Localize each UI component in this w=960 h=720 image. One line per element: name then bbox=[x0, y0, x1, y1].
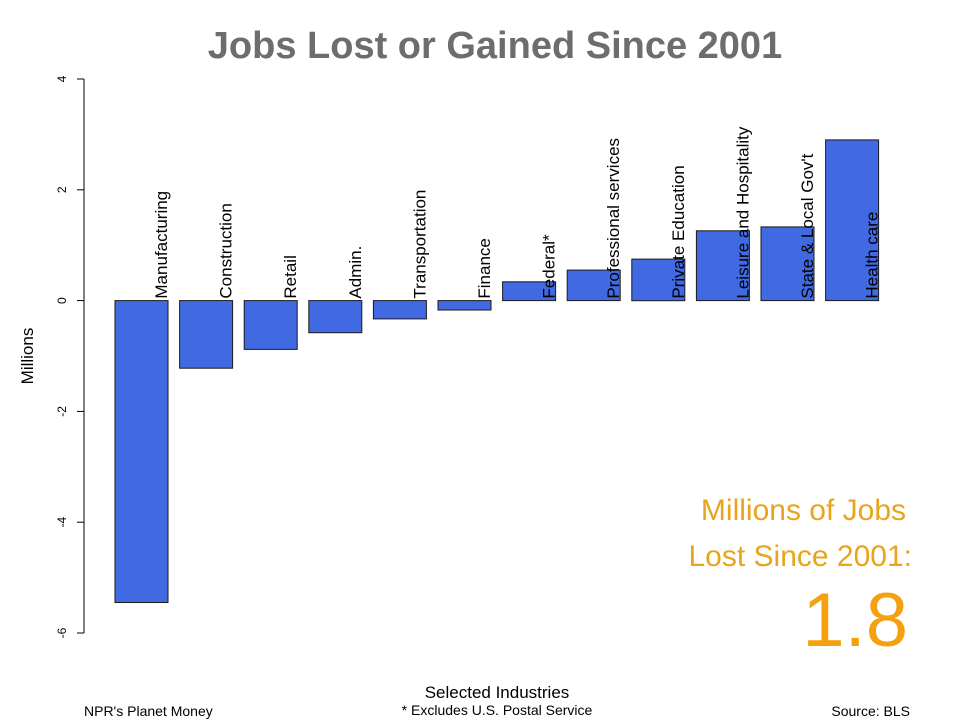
category-label: Construction bbox=[217, 203, 236, 298]
footer-source: Source: BLS bbox=[831, 703, 910, 719]
category-label: State & Local Gov't bbox=[798, 153, 817, 298]
category-label: Admin. bbox=[346, 246, 365, 299]
bar bbox=[437, 300, 492, 311]
y-tick-label: 0 bbox=[55, 297, 69, 304]
y-axis-title: Millions bbox=[18, 328, 37, 385]
y-axis: 4 2 0 -2 -4 -6 bbox=[55, 75, 85, 638]
bar bbox=[760, 226, 815, 302]
callout-line-2: Lost Since 2001: bbox=[689, 540, 913, 573]
footer-credit: NPR's Planet Money bbox=[84, 703, 213, 719]
x-axis-title: Selected Industries bbox=[425, 683, 570, 702]
category-label: Private Education bbox=[669, 165, 688, 298]
category-label: Leisure and Hospitality bbox=[733, 126, 752, 298]
bar bbox=[566, 269, 621, 302]
bar bbox=[825, 139, 880, 302]
category-label: Federal* bbox=[540, 234, 559, 299]
callout-value: 1.8 bbox=[802, 578, 908, 663]
category-label: Manufacturing bbox=[152, 191, 171, 299]
bar bbox=[114, 300, 169, 603]
y-tick-label: -4 bbox=[55, 517, 69, 528]
y-tick-label: -2 bbox=[55, 406, 69, 417]
callout-line-1: Millions of Jobs bbox=[701, 494, 906, 527]
bar bbox=[631, 258, 686, 302]
bar bbox=[502, 281, 557, 302]
bar bbox=[695, 230, 750, 302]
bar bbox=[243, 300, 298, 350]
bars-group bbox=[114, 139, 880, 603]
category-label: Transportation bbox=[410, 190, 429, 299]
bar bbox=[372, 300, 427, 320]
category-label: Finance bbox=[475, 238, 494, 298]
y-tick-label: 2 bbox=[55, 186, 69, 193]
category-labels-group: Manufacturing Construction Retail Admin. Tra… bbox=[152, 126, 882, 298]
bar bbox=[308, 300, 363, 334]
category-label: Retail bbox=[281, 255, 300, 298]
y-tick-label: -6 bbox=[55, 627, 69, 638]
category-label: Health care bbox=[863, 212, 882, 299]
footer-note: * Excludes U.S. Postal Service bbox=[402, 702, 593, 718]
chart-title: Jobs Lost or Gained Since 2001 bbox=[208, 25, 782, 67]
category-label: Professional services bbox=[604, 138, 623, 299]
y-tick-label: 4 bbox=[55, 75, 69, 82]
bar bbox=[179, 300, 234, 369]
